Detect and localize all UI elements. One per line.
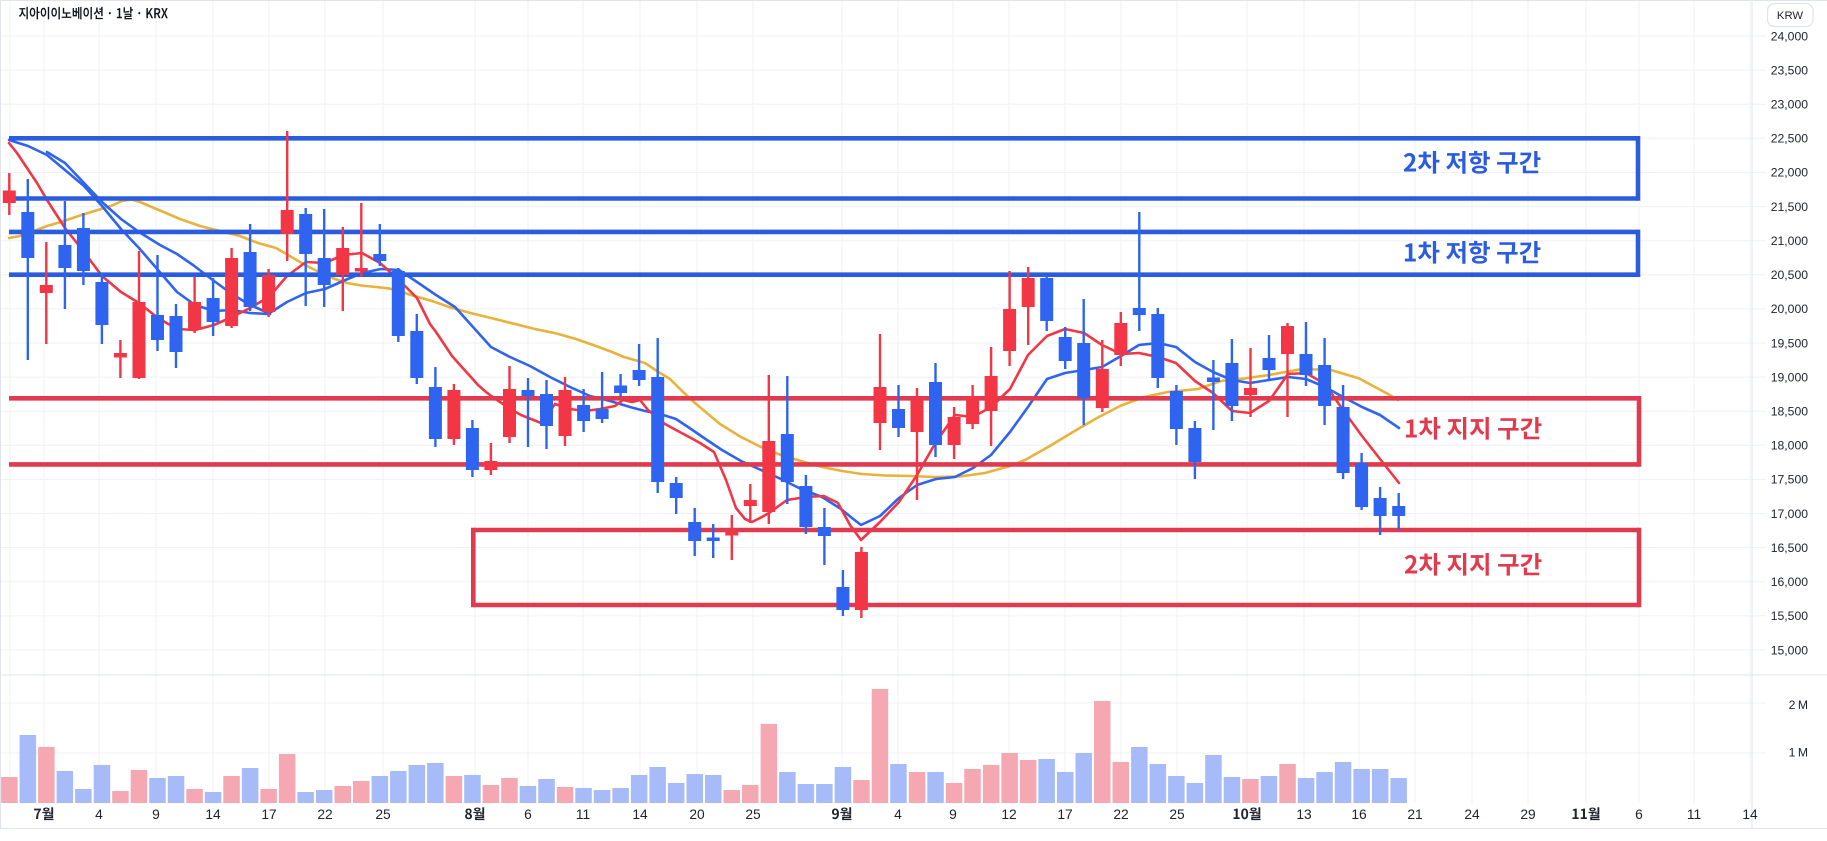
svg-text:20,000: 20,000 xyxy=(1771,302,1808,316)
svg-text:14: 14 xyxy=(632,807,648,822)
svg-text:14: 14 xyxy=(1742,807,1758,822)
svg-text:22,500: 22,500 xyxy=(1771,132,1808,146)
svg-text:13: 13 xyxy=(1296,807,1312,822)
svg-text:22: 22 xyxy=(317,807,332,822)
svg-text:15,000: 15,000 xyxy=(1771,643,1808,657)
svg-text:4: 4 xyxy=(95,807,103,822)
svg-text:21,000: 21,000 xyxy=(1771,234,1808,248)
svg-text:12: 12 xyxy=(1001,807,1016,822)
svg-text:15,500: 15,500 xyxy=(1771,609,1808,623)
svg-text:29: 29 xyxy=(1520,807,1536,822)
svg-text:1 M: 1 M xyxy=(1789,745,1808,759)
svg-text:23,500: 23,500 xyxy=(1771,63,1808,77)
svg-text:17,500: 17,500 xyxy=(1771,473,1808,487)
svg-text:19,500: 19,500 xyxy=(1771,336,1808,350)
svg-text:16,500: 16,500 xyxy=(1771,541,1808,555)
svg-text:20: 20 xyxy=(689,807,705,822)
svg-text:24,000: 24,000 xyxy=(1771,29,1808,43)
svg-text:25: 25 xyxy=(1169,807,1185,822)
svg-text:6: 6 xyxy=(524,807,532,822)
svg-text:21,500: 21,500 xyxy=(1771,200,1808,214)
svg-text:16: 16 xyxy=(1351,807,1367,822)
svg-text:9: 9 xyxy=(152,807,160,822)
svg-text:6: 6 xyxy=(1635,807,1643,822)
svg-text:18,000: 18,000 xyxy=(1771,439,1808,453)
svg-text:24: 24 xyxy=(1464,807,1480,822)
svg-text:25: 25 xyxy=(375,807,391,822)
svg-text:20,500: 20,500 xyxy=(1771,268,1808,282)
svg-text:25: 25 xyxy=(745,807,761,822)
svg-text:4: 4 xyxy=(894,807,902,822)
svg-text:2 M: 2 M xyxy=(1789,698,1808,712)
svg-text:22,000: 22,000 xyxy=(1771,166,1808,180)
svg-text:KRW: KRW xyxy=(1777,10,1803,22)
svg-text:23,000: 23,000 xyxy=(1771,98,1808,112)
svg-text:11: 11 xyxy=(1687,807,1701,822)
svg-text:16,000: 16,000 xyxy=(1771,575,1808,589)
svg-text:18,500: 18,500 xyxy=(1771,405,1808,419)
svg-text:14: 14 xyxy=(205,807,221,822)
svg-text:17: 17 xyxy=(261,807,276,822)
svg-text:21: 21 xyxy=(1407,807,1422,822)
svg-text:17,000: 17,000 xyxy=(1771,507,1808,521)
svg-text:9: 9 xyxy=(949,807,957,822)
svg-text:17: 17 xyxy=(1057,807,1072,822)
svg-text:11: 11 xyxy=(576,807,590,822)
svg-text:19,000: 19,000 xyxy=(1771,370,1808,384)
svg-text:22: 22 xyxy=(1113,807,1128,822)
